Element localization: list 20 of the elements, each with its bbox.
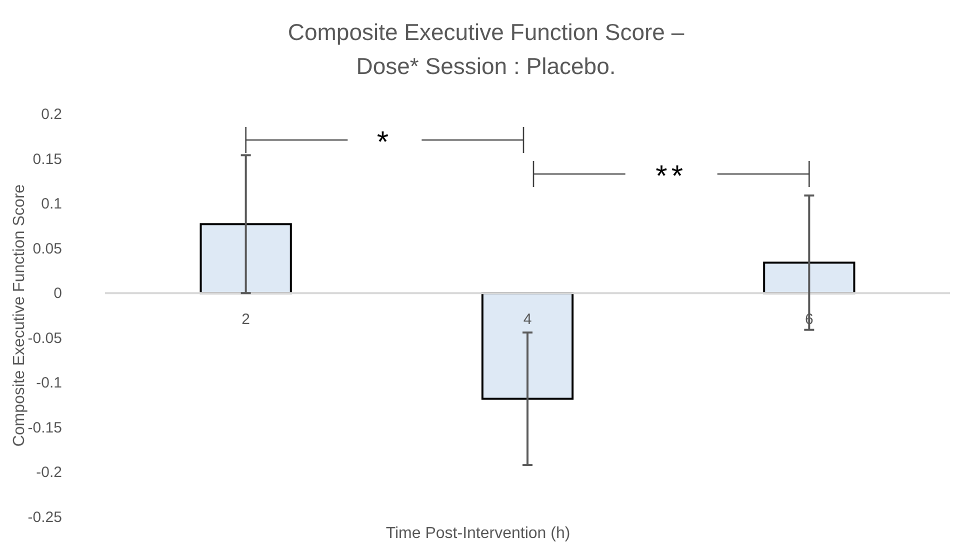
bar	[763, 262, 856, 294]
bar	[481, 292, 574, 400]
chart-title: Composite Executive Function Score – Dose* Session : Placebo.	[288, 19, 684, 79]
y-tick-label: -0.15	[28, 419, 62, 436]
y-tick-label: 0.15	[32, 150, 62, 168]
x-tick-label: 4	[523, 311, 532, 328]
y-tick-label: -0.1	[36, 374, 62, 392]
annotation: *	[376, 126, 393, 159]
y-tick-label: -0.05	[28, 330, 62, 347]
bar	[200, 223, 292, 294]
y-axis-title: Composite Executive Function Score	[11, 184, 28, 447]
x-tick-label: 2	[242, 311, 250, 328]
y-tick-label: -0.2	[36, 464, 62, 482]
y-tick-label: 0	[54, 285, 62, 302]
x-axis-title: Time Post-Intervention (h)	[386, 525, 570, 542]
y-tick-label: -0.25	[28, 509, 62, 526]
y-tick-label: 0.1	[41, 196, 62, 213]
y-tick-label: 0.2	[41, 106, 62, 123]
y-tick-label: 0.05	[32, 240, 62, 258]
annotation: **	[656, 160, 688, 193]
